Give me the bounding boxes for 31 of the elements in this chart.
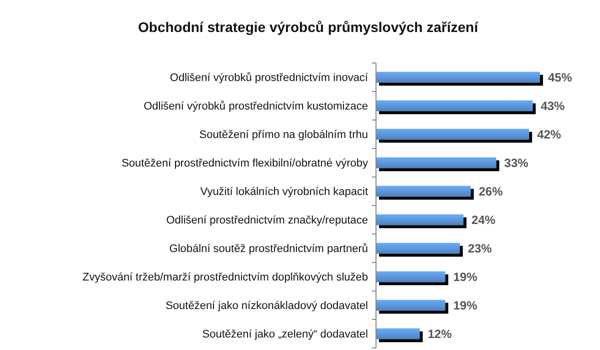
data-label: 23% [468,241,492,256]
data-label: 43% [540,98,566,113]
bar [376,186,471,197]
data-label: 45% [548,70,572,84]
y-tick-label: Soutěžení prostřednictvím flexibilní/obratné výroby [122,158,368,170]
bar [376,271,446,282]
y-tick-label: Zvyšování tržeb/marží prostřednictvím doplňkových služeb [82,272,368,284]
data-label: 24% [471,212,496,227]
data-label: 33% [504,156,529,170]
y-tick-label: Soutěžení jako „zelený“ dodavatel [202,328,368,341]
bar [376,128,530,140]
y-tick-label: Odlišení výrobků prostřednictvím kustomizace [144,100,368,113]
bar [376,157,496,168]
bar [376,214,464,226]
y-tick-label: Využití lokálních výrobních kapacit [200,186,368,198]
y-tick-label: Odlišení prostřednictvím značky/reputace [166,214,368,227]
bar [376,72,540,83]
bar [376,242,460,254]
data-label: 42% [537,127,562,142]
y-tick-label: Odlišení výrobků prostřednictvím inovací [170,72,369,84]
bar [376,300,446,311]
chart-title: Obchodní strategie výrobců průmyslových zařízení [138,19,480,35]
data-label: 19% [453,298,478,312]
bar [376,100,533,112]
y-tick-label: Soutěžení přímo na globálním trhu [199,129,368,142]
y-tick-label: Soutěžení jako nízkonákladový dodavatel [166,300,368,312]
data-label: 12% [428,326,452,341]
data-label: 26% [478,184,504,198]
data-label: 19% [453,270,478,284]
bar [376,328,420,340]
y-tick-label: Globální soutěž prostřednictvím partnerů [169,243,368,256]
